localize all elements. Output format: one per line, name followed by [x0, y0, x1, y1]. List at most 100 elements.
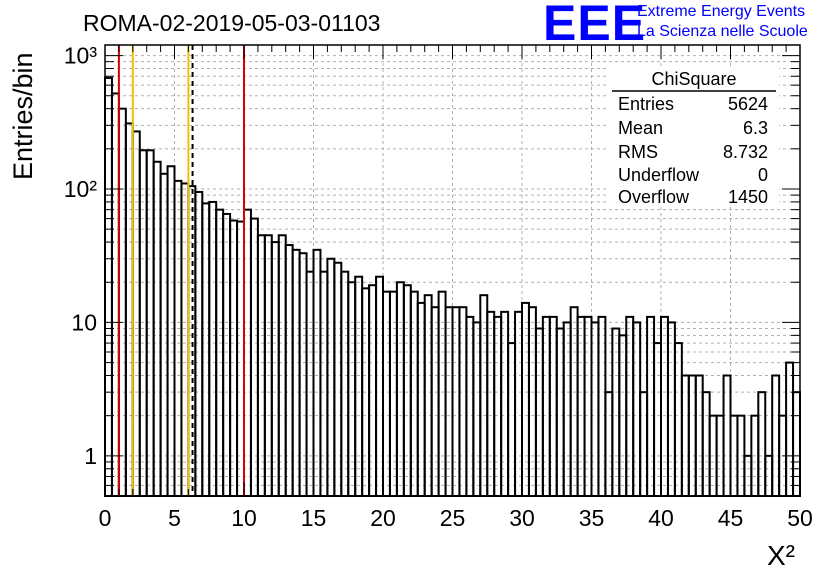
- histogram-bin: [687, 374, 697, 497]
- x-tick-label: 25: [440, 505, 466, 531]
- histogram-bin: [131, 130, 141, 497]
- histogram-bin: [694, 374, 704, 497]
- histogram-bin: [208, 200, 218, 498]
- stats-label: Mean: [618, 118, 663, 138]
- x-tick-label: 0: [99, 505, 112, 531]
- y-tick-label: 1: [84, 443, 97, 469]
- axis-ticks: [104, 45, 801, 497]
- histogram-bin: [395, 281, 405, 498]
- histogram-bin: [611, 327, 621, 497]
- x-tick-label: 20: [370, 505, 396, 531]
- stats-label: Overflow: [618, 187, 690, 207]
- histogram-bin: [771, 374, 781, 497]
- x-tick-label: 45: [718, 505, 744, 531]
- y-tick-labels: 1 10 10² 10³: [64, 43, 98, 469]
- histogram-bin: [256, 234, 266, 497]
- grid-lines: [105, 45, 800, 496]
- stats-value: 8.732: [723, 142, 768, 162]
- histogram-bin: [173, 179, 183, 497]
- histogram-bin: [166, 165, 176, 497]
- x-tick-label: 35: [579, 505, 605, 531]
- run-title: ROMA-02-2019-05-03-01103: [83, 10, 381, 36]
- x-tick-label: 30: [509, 505, 535, 531]
- histogram-bin: [757, 391, 767, 497]
- histogram-bin: [243, 208, 252, 497]
- eee-logo: EEE: [543, 0, 647, 51]
- histogram-bin: [270, 241, 280, 497]
- stats-label: RMS: [618, 142, 658, 162]
- stats-label: Underflow: [618, 165, 700, 185]
- histogram-bin: [215, 208, 225, 497]
- x-tick-label: 5: [168, 505, 181, 531]
- histogram-bin: [180, 182, 190, 497]
- histogram-bin: [249, 217, 259, 497]
- histogram-bin: [639, 391, 649, 497]
- histogram-bin: [236, 220, 246, 497]
- histogram-bin: [277, 234, 287, 497]
- stats-box-title: ChiSquare: [651, 69, 736, 89]
- stats-value: 6.3: [743, 118, 768, 138]
- histogram-bin: [534, 327, 544, 497]
- histogram-bin: [472, 321, 482, 497]
- histogram-bin: [402, 284, 412, 498]
- logo-subtitle-2: La Scienza nelle Scuole: [637, 23, 808, 40]
- histogram-bin: [785, 361, 795, 497]
- histogram-bin: [194, 190, 204, 498]
- x-tick-label: 15: [301, 505, 327, 531]
- x-tick-label: 40: [648, 505, 674, 531]
- y-axis-label: Entries/bin: [8, 52, 38, 180]
- histogram-bin: [110, 92, 120, 497]
- histogram-bin: [590, 321, 600, 497]
- histogram-bin: [555, 327, 565, 497]
- histogram-bin: [124, 122, 134, 497]
- stats-value: 0: [758, 165, 768, 185]
- histogram-bin: [104, 76, 113, 497]
- histogram-bin: [312, 248, 322, 497]
- histogram-bin: [423, 294, 433, 498]
- logo-subtitle-1: Extreme Energy Events: [637, 3, 806, 20]
- histogram-bin: [368, 284, 378, 498]
- histogram-bin: [701, 391, 711, 497]
- histogram-bin: [722, 374, 732, 497]
- histogram-bin: [117, 107, 127, 497]
- histogram-bin: [326, 257, 336, 497]
- histogram-bin: [263, 234, 273, 497]
- histogram-bin: [354, 275, 364, 497]
- y-tick-label: 10²: [64, 176, 98, 202]
- histogram-bin: [673, 342, 683, 498]
- histogram-bin: [479, 294, 489, 498]
- stats-value: 5624: [728, 94, 768, 114]
- histogram-bin: [416, 301, 426, 497]
- y-tick-label: 10³: [64, 43, 98, 69]
- cut-lines: [117, 45, 245, 496]
- histogram-bin: [187, 185, 197, 497]
- histogram-bin: [507, 342, 517, 498]
- x-tick-label: 10: [231, 505, 257, 531]
- histogram-bin: [562, 321, 572, 497]
- histogram-bin: [229, 219, 239, 497]
- stats-box: ChiSquare Entries 5624 Mean 6.3 RMS 8.73…: [609, 66, 779, 207]
- histogram-bin: [222, 212, 232, 497]
- histogram-bin: [666, 321, 676, 497]
- stats-label: Entries: [618, 94, 674, 114]
- histogram-bin: [653, 342, 662, 498]
- histogram-bin: [333, 261, 343, 497]
- histogram-bin: [680, 374, 690, 497]
- histogram-bin: [521, 301, 530, 497]
- histogram-bin: [632, 321, 642, 497]
- histogram-bin: [347, 281, 357, 498]
- histogram-bin: [792, 391, 801, 497]
- x-tick-label: 50: [787, 505, 813, 531]
- y-tick-label: 10: [71, 309, 97, 335]
- histogram-bin: [201, 202, 211, 498]
- histogram-bin: [291, 248, 301, 497]
- x-axis-label: X²: [767, 540, 795, 571]
- histogram-bin: [375, 275, 384, 497]
- stats-box-background: [609, 66, 779, 206]
- histogram-bin: [604, 391, 614, 497]
- stats-value: 1450: [728, 187, 768, 207]
- histogram-bin: [298, 252, 308, 497]
- x-tick-labels: 0 5 10 15 20 25 30 35 40 45 50: [99, 505, 813, 531]
